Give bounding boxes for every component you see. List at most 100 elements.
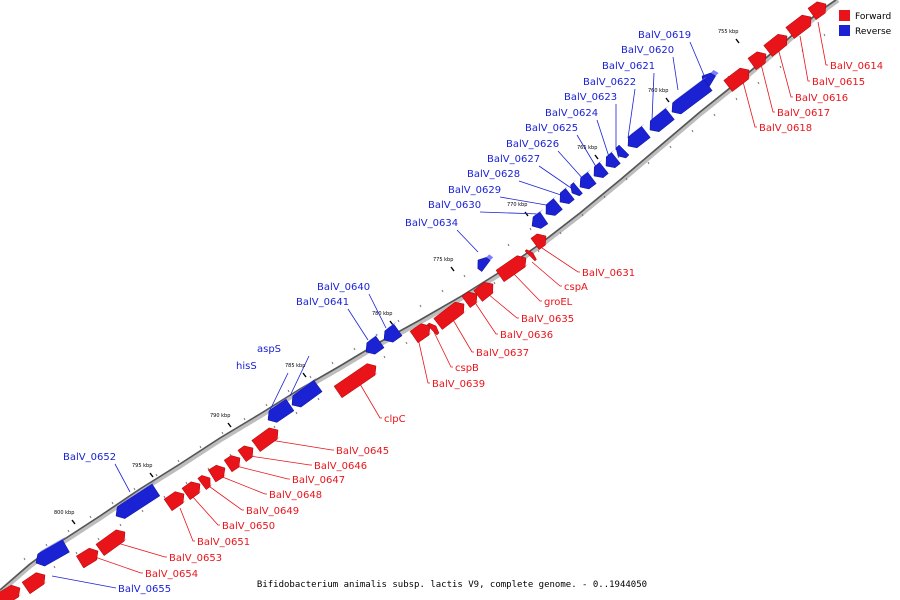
gene-label-BalV_0651: BalV_0651 [197, 537, 250, 548]
gene-BalV_0653[interactable] [95, 529, 128, 557]
gene-label-BalV_0621: BalV_0621 [602, 61, 655, 72]
gene-label-cspB: cspB [455, 363, 479, 374]
gene-BalV_0618[interactable] [723, 67, 752, 92]
gene-label-BalV_0626: BalV_0626 [506, 139, 559, 150]
kbp-label: 760 kbp [648, 88, 668, 94]
gene-BalV_0637[interactable] [433, 301, 467, 330]
gene-body [530, 233, 547, 251]
kbp-label: 790 kbp [210, 413, 230, 419]
gene-body [605, 152, 621, 168]
gene-clpC[interactable] [333, 363, 379, 399]
tick-mark [823, 33, 826, 37]
gene-BalV_0635[interactable] [473, 282, 496, 302]
tick-mark [537, 249, 540, 253]
gene-BalV_0651[interactable] [163, 491, 187, 512]
leader-line [456, 229, 479, 253]
gene-BalV_0655[interactable] [35, 536, 70, 567]
gene-BalV_0650[interactable] [181, 481, 203, 501]
gene-BalV_0652[interactable] [115, 481, 161, 519]
gene-BalV_0646[interactable] [237, 445, 256, 463]
gene-BalV_0617[interactable] [747, 51, 769, 71]
gene-BalV_0626[interactable] [579, 169, 597, 190]
gene-BalV_0640[interactable] [383, 321, 403, 343]
gene-BalV_0645[interactable] [251, 427, 281, 453]
gene-BalV_0623[interactable] [615, 142, 630, 159]
tick-mark [375, 333, 378, 337]
tick-mark [163, 495, 166, 499]
gene-features[interactable] [0, 1, 829, 600]
gene-BalV_0655r[interactable] [21, 572, 48, 595]
leader-line [191, 495, 220, 526]
gene-BalV_0614[interactable] [807, 1, 829, 21]
gene-BalV_0636[interactable] [461, 291, 480, 309]
map-title: Bifidobacterium animalis subsp. lactis V… [257, 580, 647, 590]
gene-label-BalV_0635: BalV_0635 [521, 314, 574, 325]
gene-BalV_0631[interactable] [530, 233, 549, 251]
gene-cspA[interactable] [524, 249, 540, 262]
leader-line [741, 77, 757, 128]
tick-mark [559, 231, 562, 235]
leader-line [596, 119, 611, 161]
gene-label-BalV_0616: BalV_0616 [795, 93, 848, 104]
gene-body [237, 445, 254, 463]
gene-body [163, 491, 185, 512]
gene-body [433, 301, 465, 330]
tick-mark [625, 177, 628, 181]
tick-mark [397, 319, 400, 323]
tick-mark [111, 501, 114, 505]
gene-BalV_0647[interactable] [223, 455, 242, 473]
gene-BalV_0622[interactable] [627, 123, 651, 149]
gene-BalV_0615[interactable] [785, 14, 814, 39]
gene-body [115, 483, 161, 519]
gene-BalV_0654[interactable] [76, 547, 100, 569]
gene-BalV_edge[interactable] [0, 584, 22, 600]
kbp-tick [735, 38, 740, 44]
gene-BalV_0630[interactable] [531, 209, 549, 229]
gene-aspS[interactable] [291, 377, 323, 408]
leader-line [672, 56, 679, 91]
tick-mark [89, 515, 92, 519]
gene-BalV_0629[interactable] [545, 195, 563, 216]
gene-BalV_0616[interactable] [763, 33, 790, 57]
gene-BalV_0628[interactable] [559, 185, 575, 204]
gene-label-BalV_0623: BalV_0623 [564, 92, 617, 103]
gene-body [76, 547, 99, 569]
leader-line [479, 211, 541, 215]
gene-body [495, 255, 527, 283]
tick-mark [419, 304, 422, 308]
gene-hisS[interactable] [267, 396, 295, 423]
gene-BalV_0649[interactable] [197, 475, 214, 490]
leader-line [235, 465, 290, 480]
gene-body [570, 182, 583, 197]
gene-label-BalV_0641: BalV_0641 [296, 297, 349, 308]
leader-line [51, 575, 117, 589]
gene-BalV_0648[interactable] [207, 464, 227, 483]
legend-reverse-swatch [839, 25, 850, 36]
leader-line [179, 507, 195, 542]
tick-mark [713, 113, 716, 117]
leader-line [269, 439, 334, 451]
gene-body [365, 335, 385, 355]
gene-BalV_0639[interactable] [409, 323, 433, 344]
gene-BalV_0625[interactable] [593, 159, 609, 178]
legend-reverse-label: Reverse [855, 27, 892, 37]
kbp-labels: 755 kbp 760 kbp 765 kbp 770 kbp 775 kbp 780 k… [54, 29, 740, 525]
gene-top-face [710, 69, 719, 76]
leader-line [433, 331, 453, 368]
gene-body [807, 1, 827, 21]
tick-mark [97, 537, 100, 541]
leader-line [113, 541, 167, 558]
tick-mark [735, 97, 738, 101]
gene-BalV_0620[interactable] [671, 76, 713, 115]
gene-BalV_0641[interactable] [365, 333, 385, 355]
gene-BalV_0621[interactable] [649, 105, 675, 132]
gene-BalV_0624[interactable] [605, 149, 621, 168]
gene-BalV_0634[interactable] [477, 254, 494, 272]
tick-mark [603, 195, 606, 199]
gene-BalV_0627[interactable] [570, 179, 583, 197]
gene-body [627, 126, 651, 149]
kbp-label: 755 kbp [718, 29, 738, 35]
gene-groEL[interactable] [495, 255, 529, 283]
gene-body [763, 33, 788, 57]
tick-mark [75, 551, 78, 555]
